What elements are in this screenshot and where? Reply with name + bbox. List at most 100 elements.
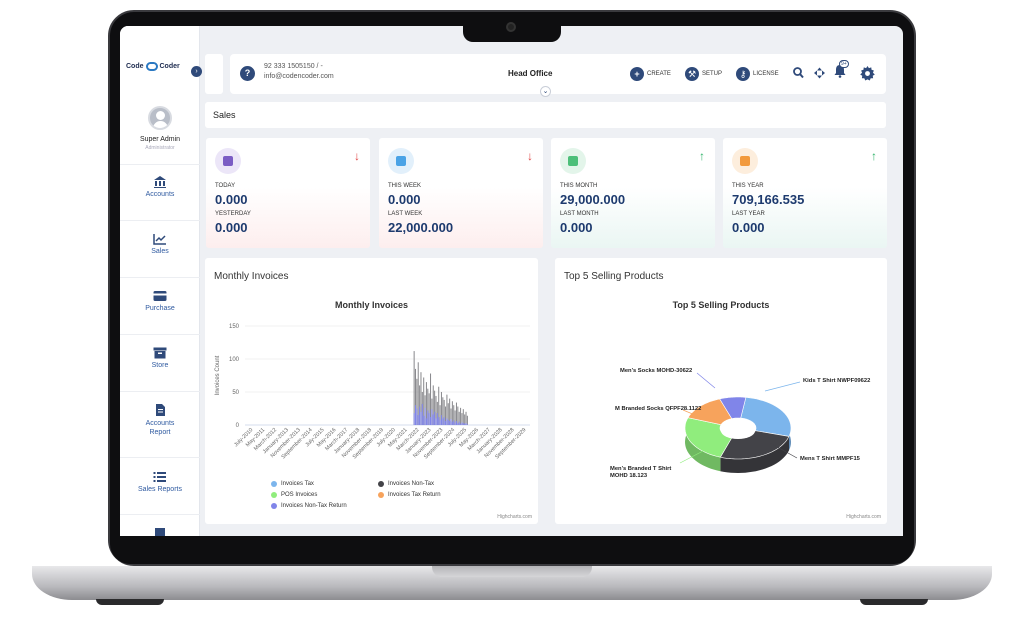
app-screen: Code Coder › Super Admin Administrator A… [120,26,903,536]
legend-item[interactable]: Invoices Tax [271,481,314,487]
bar [419,385,421,425]
contact-email[interactable]: info@codencoder.com [264,73,334,80]
bar [458,411,460,425]
sidebar-item-sales[interactable]: Sales [120,220,200,277]
bar [414,368,417,425]
bar [451,401,453,425]
bar [445,421,447,425]
legend-item[interactable]: Invoices Non-Tax [378,481,434,487]
chart-credits[interactable]: Highcharts.com [846,514,881,520]
stat-card-year[interactable]: ↑ THIS YEAR 709,166.535 LAST YEAR 0.000 [723,138,887,248]
sidebar: Code Coder › Super Admin Administrator A… [120,26,202,536]
archive-icon [153,347,167,359]
bar [425,382,427,425]
app-logo[interactable]: Code Coder [126,62,180,71]
bar [417,362,419,425]
setup-button[interactable]: ⚒ SETUP [685,67,722,81]
y-tick-label: 100 [229,357,240,363]
bar [450,419,452,425]
gear-icon[interactable] [860,66,875,81]
fullscreen-icon[interactable] [814,67,825,79]
sidebar-item-accounts-report[interactable]: Accounts Report [120,391,200,457]
bar [425,418,427,425]
laptop-foot [860,599,928,605]
legend-item[interactable]: Invoices Non-Tax Return [271,503,347,509]
legend-item[interactable]: POS Invoices [271,492,317,498]
sidebar-item-label: Accounts [145,191,175,198]
notification-button[interactable]: 9+ [834,60,849,83]
sidebar-item-label: Sales [151,248,169,255]
bar [430,417,432,425]
stat-card-month[interactable]: ↑ THIS MONTH 29,000.000 LAST MONTH 0.000 [551,138,715,248]
search-icon[interactable] [793,67,804,79]
pie-label: Men's Branded T Shirt [610,466,671,472]
sidebar-item-sales-reports[interactable]: Sales Reports [120,457,200,514]
license-button[interactable]: ⚷ LICENSE [736,67,779,81]
bar [427,388,429,425]
bar [414,405,417,425]
bar [460,423,462,425]
user-name: Super Admin [139,136,181,143]
bar [455,402,457,425]
bar [443,417,445,425]
pie-slice-side [720,436,789,473]
legend-dot [271,503,277,509]
avatar[interactable] [148,106,172,130]
bar [430,373,432,425]
briefcase-icon [155,528,165,536]
bar [438,417,440,425]
calendar-icon [388,148,414,174]
bar [417,415,419,425]
bar [416,408,418,425]
stat-label: THIS MONTH [560,183,598,189]
calendar-icon [215,148,241,174]
y-tick-label: 50 [232,390,239,396]
sidebar-item-accounts[interactable]: Accounts [120,164,200,220]
bar [431,409,433,425]
sidebar-item-purchase[interactable]: Purchase [120,277,200,334]
credit-card-icon [153,291,167,301]
bar [464,423,466,425]
bar [428,413,430,425]
bar [435,395,437,425]
legend-item[interactable]: Invoices Tax Return [378,492,441,498]
top-products-panel: Top 5 Selling Products Top 5 Selling Pro… [555,258,887,524]
topbar: ? 92 333 1505150 / - info@codencoder.com… [230,54,886,94]
bar [447,403,449,425]
sidebar-collapse-button[interactable]: › [191,66,202,77]
top-products-chart[interactable]: Kids T Shirt NWPF09622 Mens T Shirt MMPF1… [555,258,887,524]
file-report-icon [156,404,165,416]
help-icon[interactable]: ? [240,66,255,81]
create-button[interactable]: + CREATE [630,67,671,81]
bar [455,421,457,425]
key-icon: ⚷ [736,67,750,81]
setup-label: SETUP [702,71,723,77]
stat-card-week[interactable]: ↓ THIS WEEK 0.000 LAST WEEK 22,000.000 [379,138,543,248]
bar [432,414,434,425]
bar [460,407,462,425]
stat-value: 0.000 [215,220,248,235]
sidebar-item-more[interactable] [120,514,200,536]
bar [449,421,451,425]
bar [438,386,440,425]
bar [457,423,459,425]
bar [435,418,437,425]
sidebar-item-store[interactable]: Store [120,334,200,391]
bar [428,393,430,425]
bar [454,422,456,425]
laptop-opening-groove [432,566,592,577]
chart-credits[interactable]: Highcharts.com [497,514,532,520]
notification-badge: 9+ [839,60,849,68]
stat-card-today[interactable]: ↓ TODAY 0.000 YESTERDAY 0.000 [206,138,370,248]
pie-label: M Branded Socks QFPF28.1122 [615,406,701,412]
branch-name[interactable]: Head Office [508,69,553,78]
panel-title: Top 5 Selling Products [564,271,664,282]
header-expand-button[interactable]: ⌄ [540,86,551,97]
bar [453,405,455,425]
stat-value: 0.000 [388,192,421,207]
legend-dot [378,492,384,498]
bar [466,424,468,425]
sidebar-item-label: Store [151,362,169,369]
chart-title: Top 5 Selling Products [672,300,770,310]
